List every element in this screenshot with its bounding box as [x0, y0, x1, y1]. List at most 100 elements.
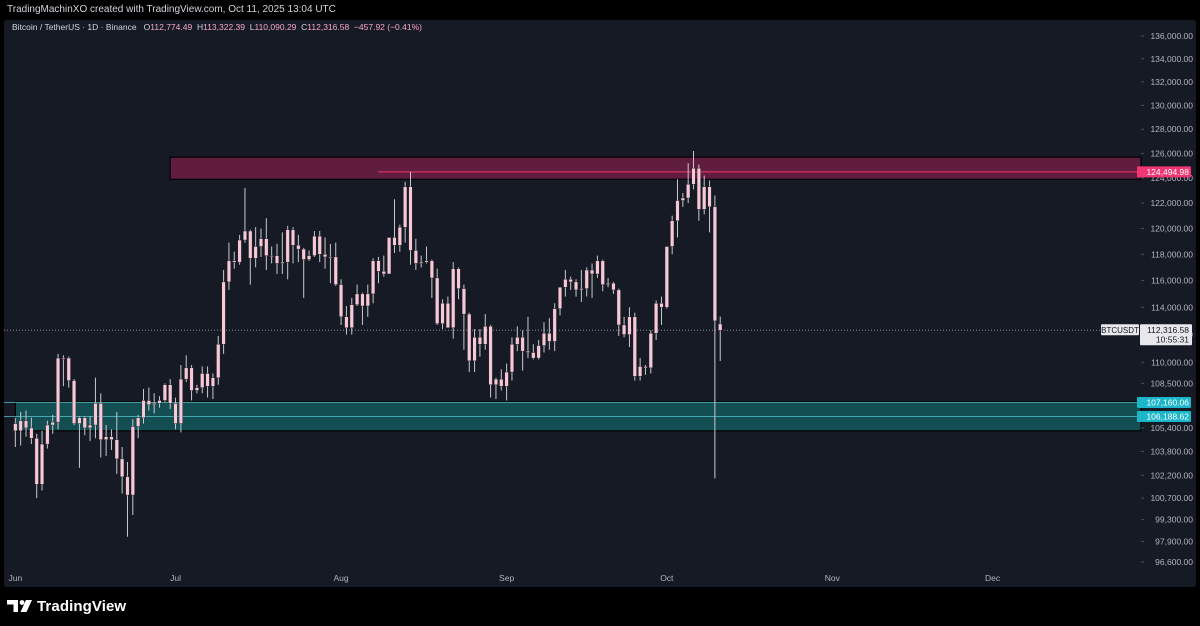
legend-high-label: H [196, 22, 204, 32]
candle-body-up [563, 279, 568, 288]
candle-body-up [403, 186, 408, 228]
candle-body-up [387, 237, 392, 275]
candle-body-down [488, 326, 493, 385]
candle-body-down [622, 324, 627, 335]
candle-body-up [606, 283, 611, 285]
candle [499, 369, 504, 391]
legend-low: 110,090.29 [254, 22, 297, 32]
tradingview-brand[interactable]: TradingView [7, 594, 126, 618]
candle-body-down [125, 476, 130, 496]
candle-body-up [648, 332, 653, 369]
support-high-label-bg [1137, 396, 1191, 408]
candle-body-down [381, 271, 386, 275]
candlestick-chart[interactable]: 96,600.00 97,900.00 99,300.00 100,700.00 102… [4, 20, 1196, 587]
candle-body-down [301, 248, 306, 260]
candle [296, 234, 301, 263]
candle-body-up [627, 316, 632, 335]
chart-panel[interactable]: 96,600.00 97,900.00 99,300.00 100,700.00 102… [4, 20, 1196, 587]
support-high-label-text: 107,160.06 [1146, 397, 1189, 407]
candle [686, 163, 691, 204]
candle-body-up [184, 367, 189, 380]
candle [24, 410, 29, 437]
candle-body-down [467, 313, 472, 362]
candle-body-down [499, 378, 504, 387]
current-price-bg [1140, 324, 1192, 346]
candle-body-up [18, 420, 23, 432]
candle-body-up [349, 304, 354, 328]
y-tick-label: 122,000.00 [1150, 198, 1193, 208]
x-tick-label: Aug [334, 573, 349, 583]
y-tick-label: 108,500.00 [1150, 378, 1193, 388]
candle [429, 259, 434, 298]
candle [365, 284, 370, 317]
candle-body-down [296, 245, 301, 250]
candle [210, 373, 215, 400]
candle [531, 344, 536, 360]
candle [456, 267, 461, 300]
candle-body-down [264, 238, 269, 256]
y-tick-label: 99,300.00 [1155, 515, 1193, 525]
candle [307, 250, 312, 261]
y-tick-label: 103,800.00 [1150, 446, 1193, 456]
y-tick-label: 134,000.00 [1150, 54, 1193, 64]
candle [269, 246, 274, 264]
x-tick-label: Jun [8, 573, 22, 583]
candle [664, 246, 669, 309]
candle [627, 307, 632, 347]
candle [136, 414, 141, 439]
candle [696, 164, 701, 221]
candle-body-down [120, 458, 125, 478]
candle [547, 318, 552, 350]
legend-open-label: O [143, 22, 151, 32]
legend-low-label: L [249, 22, 255, 32]
candle-body-down [146, 400, 151, 405]
candle-body-up [509, 343, 514, 373]
candle-body-up [638, 366, 643, 377]
candle-body-up [152, 403, 157, 405]
candle-body-up [258, 238, 263, 247]
candle [152, 393, 157, 414]
candle [162, 383, 167, 402]
candle-body-down [339, 284, 344, 318]
candles-layer [13, 150, 723, 537]
candle-body-up [493, 378, 498, 385]
candle [611, 281, 616, 294]
candle [381, 255, 386, 277]
candle-body-down [718, 323, 723, 331]
current-price-text: 112,316.58 [1147, 325, 1189, 335]
candle-body-up [680, 197, 685, 201]
candle-body-down [248, 230, 253, 259]
candle [221, 270, 226, 354]
candle [590, 263, 595, 298]
candle [568, 276, 573, 290]
candle-body-down [376, 260, 381, 272]
candle-body-down [82, 417, 87, 429]
candle [333, 242, 338, 286]
candle [339, 279, 344, 325]
candle-body-up [77, 417, 82, 424]
candle-body-down [547, 332, 552, 342]
candle [317, 231, 322, 263]
y-tick-label: 102,200.00 [1150, 470, 1193, 480]
candle-body-up [664, 246, 669, 308]
candle [104, 425, 109, 456]
candle-body-down [568, 279, 573, 283]
candle [472, 329, 477, 373]
candle-body-up [280, 261, 285, 264]
candle-body-down [600, 260, 605, 285]
y-tick-label: 126,000.00 [1150, 148, 1193, 158]
candle [173, 397, 178, 430]
x-tick-label: Nov [825, 573, 841, 583]
symbol-tag-text: BTCUSDT [1101, 326, 1139, 335]
candle-body-up [136, 417, 141, 427]
candle [654, 300, 659, 341]
candle-body-down [520, 337, 525, 352]
candle-body-down [24, 420, 29, 429]
candle-body-down [109, 436, 114, 440]
x-tick-label: Sep [499, 573, 514, 583]
candle-body-down [392, 237, 397, 246]
candle-body-up [595, 260, 600, 275]
candle [574, 279, 579, 297]
candle-body-down [114, 439, 119, 460]
candle-body-down [205, 373, 210, 387]
